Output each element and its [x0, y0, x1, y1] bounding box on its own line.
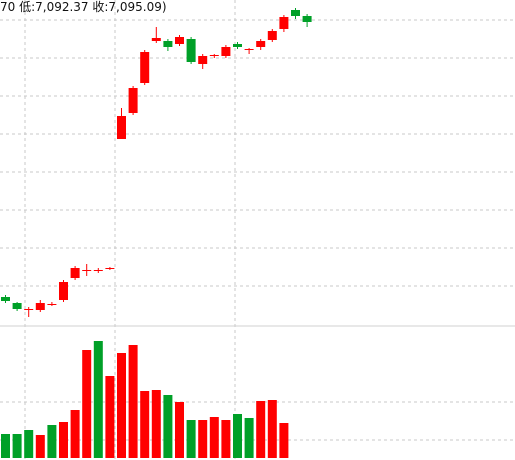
- volume-bar: [59, 422, 68, 458]
- volume-bar: [151, 390, 161, 458]
- candle-body: [24, 309, 34, 310]
- candle-body: [244, 49, 254, 50]
- candle-body: [93, 270, 103, 271]
- volume-bar: [93, 341, 103, 458]
- volume-bar: [198, 420, 208, 458]
- candle-body: [12, 303, 22, 309]
- volume-bar: [244, 418, 254, 458]
- volume-bar: [140, 391, 150, 458]
- volume-bar: [163, 395, 173, 458]
- candle-body: [267, 31, 277, 40]
- volume-bar: [1, 434, 10, 458]
- volume-bar: [117, 353, 126, 458]
- candle-body: [105, 268, 115, 269]
- volume-bar: [12, 434, 22, 458]
- volume-bar: [186, 420, 196, 458]
- candle-body: [140, 52, 150, 83]
- candle-body: [279, 17, 289, 29]
- candle-body: [175, 37, 184, 44]
- volume-bar: [35, 435, 45, 458]
- volume-bar: [279, 423, 289, 458]
- candle-body: [59, 282, 68, 300]
- candle-body: [256, 41, 266, 47]
- volume-bar: [233, 414, 242, 458]
- volume-bar: [47, 425, 57, 458]
- volume-bar: [209, 417, 219, 458]
- candle-body: [117, 116, 126, 139]
- volume-bar: [256, 401, 266, 458]
- candle-body: [128, 88, 138, 113]
- candle-body: [1, 297, 10, 301]
- ohlc-info-text: 70 低:7,092.37 收:7,095.09): [0, 0, 167, 14]
- volume-bar: [221, 420, 231, 458]
- volume-bar: [70, 410, 80, 458]
- candle-body: [233, 44, 242, 47]
- candle-body: [82, 270, 92, 271]
- candle-body: [186, 39, 196, 62]
- candle-body: [163, 41, 173, 47]
- candle-body: [302, 16, 312, 22]
- candle-body: [151, 38, 161, 41]
- candlestick-series: [1, 8, 312, 317]
- candle-body: [47, 304, 57, 305]
- volume-bar: [175, 402, 184, 458]
- volume-bar: [82, 350, 92, 458]
- volume-bar: [105, 376, 115, 458]
- volume-bar: [24, 430, 34, 458]
- candle-body: [70, 268, 80, 278]
- volume-bar: [128, 345, 138, 458]
- candle-body: [198, 56, 208, 64]
- candle-body: [35, 303, 45, 310]
- candle-body: [221, 47, 231, 56]
- candle-body: [291, 10, 300, 16]
- volume-bar: [267, 400, 277, 458]
- volume-series: [1, 341, 289, 458]
- candle-body: [209, 55, 219, 56]
